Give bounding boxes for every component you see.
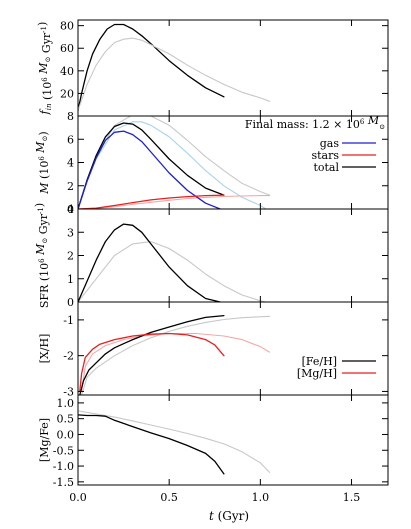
x-tick-label: 1.5 [343, 491, 361, 504]
panel-fin: 20 40 60 80 fin (106 M⊙ Gyr-1) [36, 19, 389, 117]
x-axis: 0.0 0.5 1.0 1.5 [69, 491, 360, 504]
series-line-xh-2-black [79, 314, 225, 395]
y-tick-label-mgfe: 0.0 [57, 428, 75, 441]
y-tick-label-xh: -1 [63, 314, 74, 327]
series-group-fin [78, 23, 271, 112]
y-tick-label-mass: 0 [67, 203, 74, 216]
x-axis-label-unit: (Gyr) [218, 509, 249, 523]
y-tick-label-sfr: 4 [67, 203, 74, 216]
y-tick-label-xh: -3 [63, 385, 74, 398]
y-axis-label-fin: fin (106 M⊙ Gyr-1) [36, 22, 54, 116]
legend-xh: [Fe/H][Mg/H] [297, 355, 376, 380]
series-line-fin-1-grey [78, 37, 271, 111]
legend-label-mass-1: stars [311, 149, 339, 162]
x-tick-label: 0.5 [160, 491, 178, 504]
series-line-mass-4-blue [78, 130, 221, 209]
y-tick-label-sfr: 1 [67, 273, 74, 286]
y-tick-label-mass: 6 [67, 133, 74, 146]
y-tick-label-xh: -2 [63, 350, 74, 363]
y-tick-label-mgfe: -1.5 [53, 476, 74, 489]
series-line-mass-0-grey [78, 116, 271, 209]
y-tick-label-fin: 20 [60, 87, 74, 100]
series-line-xh-3-red [79, 332, 225, 393]
y-axis-label-mass: M (106 M⊙) [34, 131, 51, 194]
series-line-fin-0-black [78, 23, 225, 112]
series-line-xh-0-grey [81, 315, 271, 395]
y-tick-label-mgfe: 1.0 [57, 397, 75, 410]
series-line-mgfe-1-black [78, 414, 225, 475]
legend-label-mass-0: gas [320, 137, 340, 150]
series-group-sfr [78, 223, 267, 302]
series-line-sfr-0-grey [78, 241, 267, 302]
legend-label-xh-0: [Fe/H] [302, 355, 337, 368]
series-line-mass-5-red [78, 194, 225, 209]
legend-label-xh-1: [Mg/H] [297, 367, 337, 380]
y-tick-label-mass: 8 [67, 110, 74, 123]
series-group-mgfe [78, 410, 271, 475]
y-tick-label-sfr: 0 [67, 296, 74, 309]
panel-sfr: 0 1 2 3 4 SFR (106 M⊙ Gyr-1) [33, 203, 389, 309]
final-mass-annotation: Final mass: 1.2 × 106 M⊙ [245, 114, 385, 131]
x-axis-label-t: t [209, 509, 214, 523]
series-line-xh-1-pink [81, 332, 271, 392]
panel-xh: -3 -2 -1 [X/H] [Fe/H][Mg/H] [38, 301, 389, 398]
y-tick-label-sfr: 3 [67, 226, 74, 239]
series-line-mass-3-black [78, 122, 225, 209]
panel-mass: 0 2 4 6 8 M (106 M⊙) Final mass: 1.2 × 106 M⊙ g… [34, 110, 389, 216]
panel-mgfe: 1.0 0.5 0.0 -0.5 -1.0 -1.5 [Mg/Fe] [38, 394, 389, 489]
x-axis-label: t (Gyr) [209, 509, 249, 523]
y-tick-label-fin: 40 [60, 65, 74, 78]
series-line-mgfe-0-grey [78, 410, 271, 473]
y-axis-label-xh: [X/H] [38, 334, 51, 364]
legend-label-mass-2: total [313, 161, 339, 174]
series-line-mass-1-lightblue [78, 121, 267, 209]
panel-frame-xh [77, 301, 389, 396]
y-tick-label-mgfe: -0.5 [53, 444, 74, 457]
series-line-sfr-1-black [78, 223, 221, 302]
y-axis-label-sfr: SFR (106 M⊙ Gyr-1) [33, 203, 51, 308]
x-tick-label: 1.0 [252, 491, 270, 504]
x-tick-label: 0.0 [69, 491, 87, 504]
y-tick-label-mgfe: -1.0 [53, 460, 74, 473]
y-tick-label-mass: 4 [67, 157, 74, 170]
series-group-mass [78, 116, 271, 209]
series-group-xh [79, 314, 271, 395]
y-tick-label-fin: 60 [60, 42, 74, 55]
panel-frame-fin [77, 19, 389, 117]
y-tick-label-fin: 80 [60, 20, 74, 33]
y-tick-label-mass: 2 [67, 180, 74, 193]
panel-frame-mgfe [77, 394, 389, 486]
y-axis-label-mgfe: [Mg/Fe] [38, 418, 51, 462]
y-tick-label-sfr: 2 [67, 250, 74, 263]
panel-frame-sfr [77, 208, 389, 303]
y-tick-label-mgfe: 0.5 [57, 413, 75, 426]
series-line-mass-2-pink [78, 195, 271, 209]
